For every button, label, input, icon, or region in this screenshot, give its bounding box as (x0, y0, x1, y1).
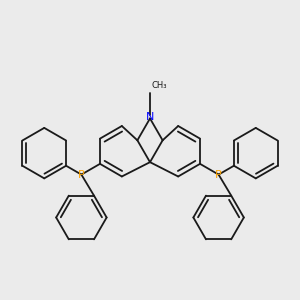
Text: N: N (146, 112, 154, 122)
Text: P: P (78, 169, 85, 180)
Text: P: P (215, 169, 222, 180)
Text: CH₃: CH₃ (152, 81, 167, 90)
